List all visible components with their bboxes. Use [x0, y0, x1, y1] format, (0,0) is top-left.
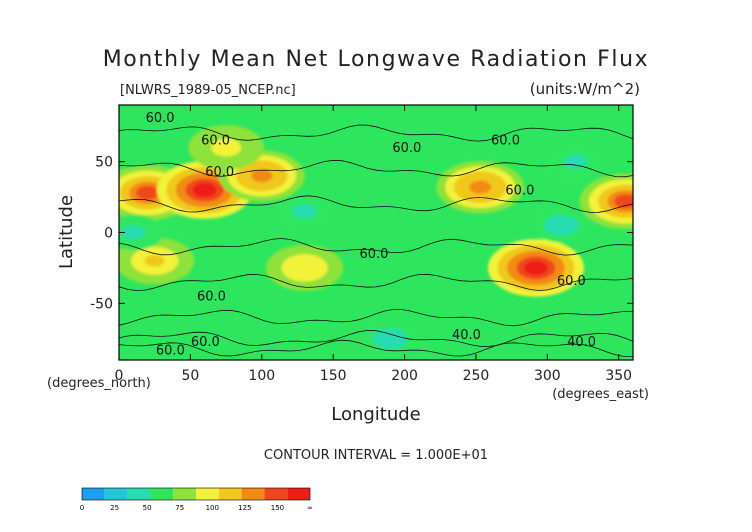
- flux-region-band: [614, 194, 633, 209]
- flux-region: [532, 208, 591, 243]
- colorbar: 0 25 50 75 100 125 150 ∞: [80, 487, 313, 512]
- contour-label: 60.0: [146, 111, 175, 126]
- flux-region-band: [297, 206, 313, 216]
- colorbar-swatch: [264, 488, 288, 500]
- flux-region-band: [568, 157, 584, 167]
- colorbar-tick-label: 150: [271, 504, 284, 512]
- flux-region: [579, 173, 633, 230]
- colorbar-swatch: [173, 488, 196, 500]
- flux-region-band: [192, 182, 217, 198]
- x-tick-label: 0: [115, 368, 124, 384]
- contour-label: 60.0: [392, 141, 421, 156]
- flux-region-band: [382, 334, 398, 344]
- contour-label: 60.0: [491, 134, 520, 149]
- contour-line: [119, 329, 633, 348]
- colorbar-swatch: [104, 488, 128, 500]
- x-tick-label: 150: [320, 368, 347, 384]
- flux-region: [274, 193, 335, 229]
- colorbar-tick-label: 75: [175, 504, 184, 512]
- contour-label: 40.0: [567, 335, 596, 350]
- colorbar-tick-label: 0: [80, 504, 84, 512]
- colorbar-tick-label: ∞: [307, 504, 313, 512]
- contour-labels: 60.0 60.0 60.0 60.0 60.0 60.0 60.0 60.0 60.0 60.0…: [146, 111, 671, 358]
- x-tick-label: 50: [181, 368, 199, 384]
- contour-line: [119, 309, 633, 327]
- y-tick-label: -50: [90, 296, 113, 312]
- flux-region-band: [251, 169, 273, 183]
- contour-line: [119, 195, 633, 213]
- plot-area: 60.0 60.0 60.0 60.0 60.0 60.0 60.0 60.0 60.0 60.0…: [119, 105, 671, 360]
- contour-label: 60.0: [505, 183, 534, 198]
- x-tick-label: 300: [534, 368, 561, 384]
- flux-region-band: [294, 262, 315, 274]
- flux-region-band: [135, 185, 160, 200]
- flux-region: [545, 144, 606, 180]
- contour-interval-text: CONTOUR INTERVAL = 1.000E+01: [264, 448, 488, 463]
- y-tick-label: 50: [95, 155, 113, 171]
- contour-label: 60.0: [642, 318, 671, 333]
- colorbar-tick-label: 50: [143, 504, 152, 512]
- contour-label: 60.0: [191, 335, 220, 350]
- contour-label: 60.0: [197, 290, 226, 305]
- chart-units: (units:W/m^2): [530, 80, 640, 98]
- colorbar-swatch: [287, 488, 310, 500]
- y-unit-label: (degrees_north): [47, 376, 151, 391]
- contour-line: [119, 238, 633, 256]
- colorbar-swatch: [127, 488, 151, 500]
- x-tick-label: 200: [391, 368, 418, 384]
- x-tick-label: 350: [605, 368, 632, 384]
- flux-region: [265, 244, 344, 291]
- flux-region-band: [144, 254, 165, 267]
- colorbar-swatch: [218, 488, 242, 500]
- y-axis-label: Latitude: [56, 195, 77, 269]
- flux-region: [188, 125, 264, 170]
- colorbar-swatch: [150, 488, 174, 500]
- chart-subtitle: [NLWRS_1989-05_NCEP.nc]: [120, 83, 296, 98]
- flux-region: [487, 239, 584, 297]
- contour-label: 40.0: [452, 328, 481, 343]
- flux-region: [361, 321, 420, 356]
- contour-label: 60.0: [201, 134, 230, 149]
- x-tick-label: 250: [463, 368, 490, 384]
- flux-region: [119, 214, 164, 251]
- colorbar-swatch: [82, 488, 105, 500]
- colorbar-tick-label: 125: [238, 504, 251, 512]
- y-tick-label: 0: [104, 226, 113, 242]
- x-unit-label: (degrees_east): [552, 387, 649, 402]
- chart-title: Monthly Mean Net Longwave Radiation Flux: [103, 47, 650, 72]
- flux-regions: [119, 125, 633, 356]
- contour-label: 60.0: [205, 165, 234, 180]
- colorbar-tick-label: 25: [110, 504, 119, 512]
- colorbar-frame: [81, 487, 311, 501]
- flux-region-band: [125, 228, 141, 237]
- flux-region-band: [554, 221, 569, 230]
- colorbar-swatch: [196, 488, 219, 500]
- contour-line: [119, 159, 633, 178]
- x-axis-ticks: 0 50 100 150 200 250 300 350: [115, 105, 632, 384]
- flux-region-band: [469, 180, 492, 194]
- flux-region-band: [523, 260, 548, 276]
- x-axis-label: Longitude: [331, 404, 421, 425]
- contour-line: [119, 124, 633, 142]
- contour-line: [119, 339, 633, 357]
- y-axis-ticks: 50 0 -50: [90, 155, 633, 312]
- colorbar-tick-label: 100: [206, 504, 219, 512]
- contour-label: 60.0: [359, 247, 388, 262]
- contour-line: [119, 273, 633, 291]
- contour-lines: [119, 124, 633, 357]
- contour-label: 60.0: [156, 343, 185, 358]
- contour-label: 60.0: [557, 274, 586, 289]
- flux-region-band: [216, 141, 236, 154]
- colorbar-swatch: [241, 488, 265, 500]
- x-tick-label: 100: [248, 368, 275, 384]
